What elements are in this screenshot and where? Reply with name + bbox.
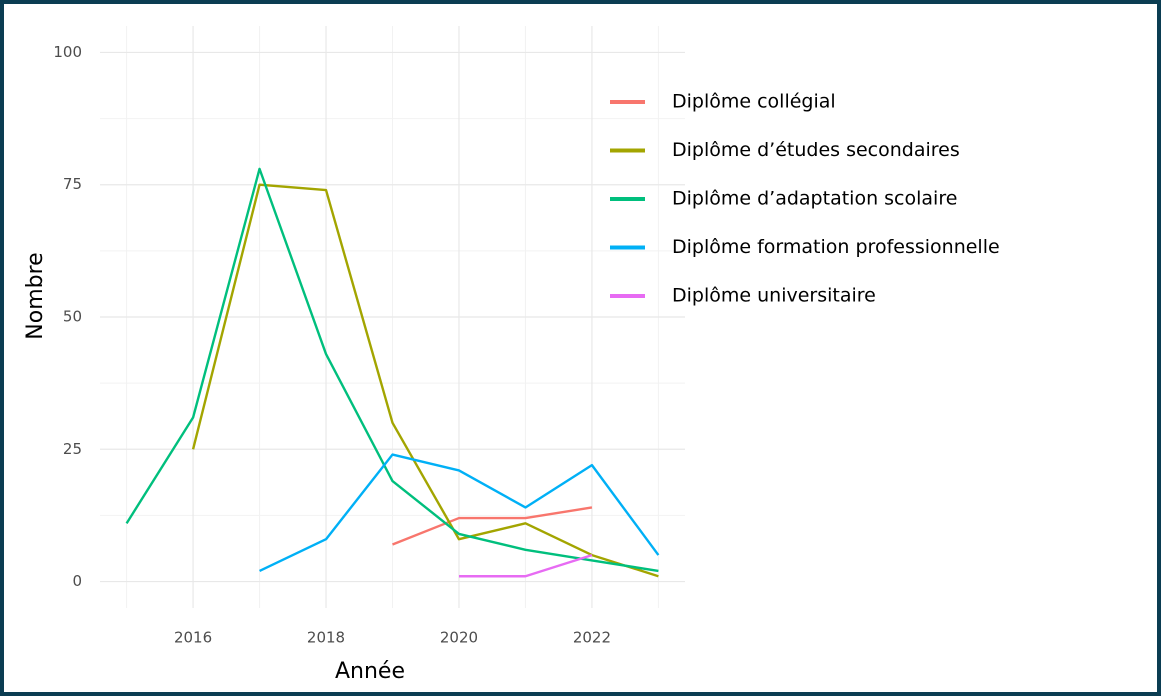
y-axis-title: Nombre (23, 252, 48, 339)
x-tick-label: 2020 (440, 629, 478, 647)
series-line (392, 506, 593, 546)
y-tick-label: 25 (63, 440, 82, 458)
series-line (458, 553, 593, 578)
series-line (259, 453, 660, 573)
series-line (191, 183, 659, 578)
y-tick-label: 75 (63, 175, 82, 193)
legend-label: Diplôme collégial (672, 91, 836, 113)
series-line (125, 167, 659, 573)
y-tick-label: 50 (63, 308, 82, 326)
x-tick-label: 2016 (174, 629, 212, 647)
x-axis-title: Année (335, 659, 405, 684)
x-tick-label: 2018 (307, 629, 345, 647)
y-tick-label: 100 (53, 43, 82, 61)
y-tick-label: 0 (72, 572, 82, 590)
legend-label: Diplôme universitaire (672, 285, 876, 307)
legend-label: Diplôme formation professionnelle (672, 236, 1000, 258)
legend-label: Diplôme d’études secondaires (672, 139, 960, 161)
x-tick-label: 2022 (573, 629, 611, 647)
legend-label: Diplôme d’adaptation scolaire (672, 188, 957, 210)
